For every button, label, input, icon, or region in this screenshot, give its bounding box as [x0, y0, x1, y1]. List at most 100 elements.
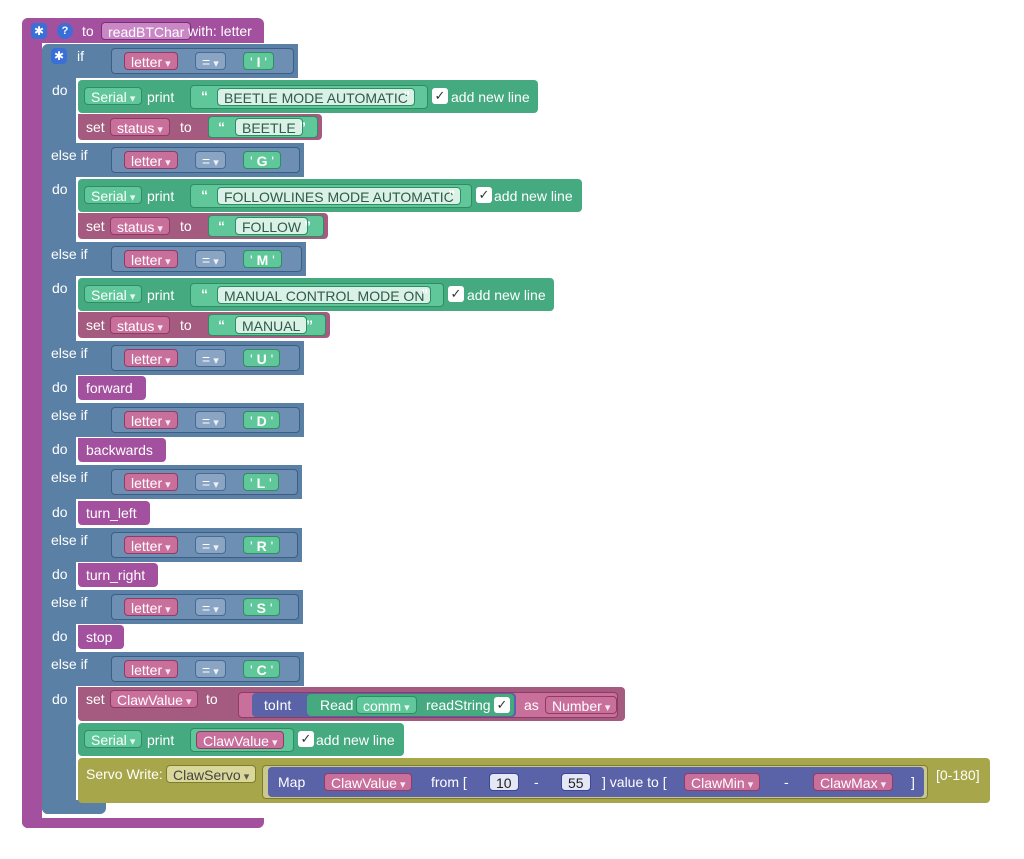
from-max-number[interactable]: 55 [561, 773, 591, 791]
eq-operator[interactable]: = [195, 473, 226, 491]
serial-dropdown[interactable]: Serial [84, 285, 143, 303]
if-block-footer [42, 800, 106, 814]
status-var[interactable]: status [110, 118, 170, 136]
serial-dropdown[interactable]: Serial [84, 186, 143, 204]
serial-dropdown[interactable]: Serial [84, 87, 143, 105]
add-new-line-label: add new line [467, 287, 546, 303]
toint-label: toInt [264, 697, 292, 713]
else-if-label: else if [51, 656, 88, 672]
servo-dropdown[interactable]: ClawServo [166, 765, 257, 783]
call-backwards-label: backwards [86, 442, 153, 458]
eq-operator[interactable]: = [195, 536, 226, 554]
clawvalue-var[interactable]: ClawValue [196, 731, 285, 749]
char-literal[interactable]: ' S ' [243, 598, 280, 616]
status-text[interactable]: FOLLOW [235, 217, 309, 235]
if-block-spine[interactable] [42, 44, 76, 814]
set-label: set [86, 691, 105, 707]
clawmax-var[interactable]: ClawMax [813, 773, 894, 791]
letter-var[interactable]: letter [124, 598, 178, 616]
eq-operator[interactable]: = [195, 411, 226, 429]
eq-operator[interactable]: = [195, 52, 226, 70]
status-var[interactable]: status [110, 217, 170, 235]
do-label: do [52, 441, 68, 457]
to-label: to [180, 218, 192, 234]
eq-operator[interactable]: = [195, 660, 226, 678]
call-stop-block[interactable] [78, 625, 124, 649]
procedure-params: with: letter [188, 23, 252, 39]
else-if-label: else if [51, 532, 88, 548]
checkbox-icon[interactable]: ✓ [298, 731, 314, 747]
number-type-dropdown[interactable]: Number [545, 696, 618, 714]
close-quote: ” [421, 286, 428, 302]
comm-dropdown[interactable]: comm [356, 696, 417, 714]
procedure-name-field[interactable]: readBTChar [101, 22, 192, 40]
else-if-label: else if [51, 407, 88, 423]
read-label: Read [320, 697, 354, 713]
letter-var[interactable]: letter [124, 151, 178, 169]
do-label: do [52, 691, 68, 707]
servo-write-label: Servo Write: [86, 766, 163, 782]
status-var[interactable]: status [110, 316, 170, 334]
char-literal[interactable]: ' G ' [243, 151, 282, 169]
checkbox-icon[interactable]: ✓ [448, 286, 464, 302]
letter-var[interactable]: letter [124, 411, 178, 429]
close-quote: ” [299, 119, 306, 135]
char-literal[interactable]: ' L ' [243, 473, 279, 491]
call-backwards-block[interactable] [78, 438, 166, 462]
eq-operator[interactable]: = [195, 349, 226, 367]
open-quote: “ [201, 286, 208, 302]
clawvalue-var[interactable]: ClawValue [110, 690, 199, 708]
clawmin-var[interactable]: ClawMin [684, 773, 761, 791]
char-literal[interactable]: ' R ' [243, 536, 281, 554]
print-label: print [147, 732, 175, 748]
help-icon[interactable]: ? [57, 23, 73, 39]
char-literal[interactable]: ' C ' [243, 660, 281, 678]
checkbox-icon[interactable]: ✓ [494, 697, 510, 713]
to-label: to [180, 119, 192, 135]
checkbox-icon[interactable]: ✓ [476, 187, 492, 203]
eq-operator[interactable]: = [195, 250, 226, 268]
char-literal[interactable]: ' U ' [243, 349, 281, 367]
procedure-gear-icon[interactable]: ✱ [31, 23, 47, 39]
from-min-number[interactable]: 10 [489, 773, 519, 791]
eq-operator[interactable]: = [195, 598, 226, 616]
do-label: do [52, 181, 68, 197]
do-label: do [52, 82, 68, 98]
letter-var[interactable]: letter [124, 660, 178, 678]
close-quote: ” [304, 218, 311, 234]
call-turn-left-block[interactable] [78, 501, 150, 525]
char-literal[interactable]: ' I ' [243, 52, 275, 70]
call-stop-label: stop [86, 629, 113, 645]
else-if-label: else if [51, 594, 88, 610]
map-label: Map [278, 774, 306, 790]
print-text[interactable]: BEETLE MODE AUTOMATIC [217, 88, 415, 106]
letter-var[interactable]: letter [124, 52, 178, 70]
value-to-label: ] value to [ [602, 774, 667, 790]
add-new-line-label: add new line [494, 188, 573, 204]
if-gear-icon[interactable]: ✱ [51, 48, 67, 64]
letter-var[interactable]: letter [124, 250, 178, 268]
call-turn-right-block[interactable] [78, 563, 158, 587]
add-new-line-label: add new line [316, 732, 395, 748]
eq-operator[interactable]: = [195, 151, 226, 169]
print-text[interactable]: MANUAL CONTROL MODE ON [217, 286, 432, 304]
clawvalue-var[interactable]: ClawValue [324, 773, 413, 791]
from-label: from [ [431, 774, 467, 790]
letter-var[interactable]: letter [124, 349, 178, 367]
close-quote: ” [403, 88, 410, 104]
print-text[interactable]: FOLLOWLINES MODE AUTOMATIC [217, 187, 461, 205]
status-text[interactable]: MANUAL [235, 316, 308, 334]
checkbox-icon[interactable]: ✓ [432, 88, 448, 104]
char-literal[interactable]: ' D ' [243, 411, 281, 429]
serial-dropdown[interactable]: Serial [84, 730, 143, 748]
status-text[interactable]: BEETLE [235, 118, 303, 136]
else-if-label: else if [51, 345, 88, 361]
open-quote: “ [218, 317, 225, 333]
set-label: set [86, 119, 105, 135]
char-literal[interactable]: ' M ' [243, 250, 282, 268]
letter-var[interactable]: letter [124, 473, 178, 491]
do-label: do [52, 504, 68, 520]
call-forward-block[interactable] [78, 376, 146, 400]
minus-label: - [534, 774, 539, 790]
letter-var[interactable]: letter [124, 536, 178, 554]
